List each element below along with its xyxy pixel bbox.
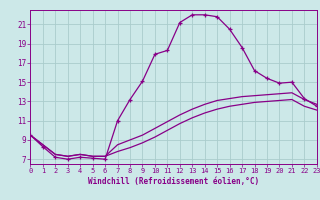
- X-axis label: Windchill (Refroidissement éolien,°C): Windchill (Refroidissement éolien,°C): [88, 177, 259, 186]
